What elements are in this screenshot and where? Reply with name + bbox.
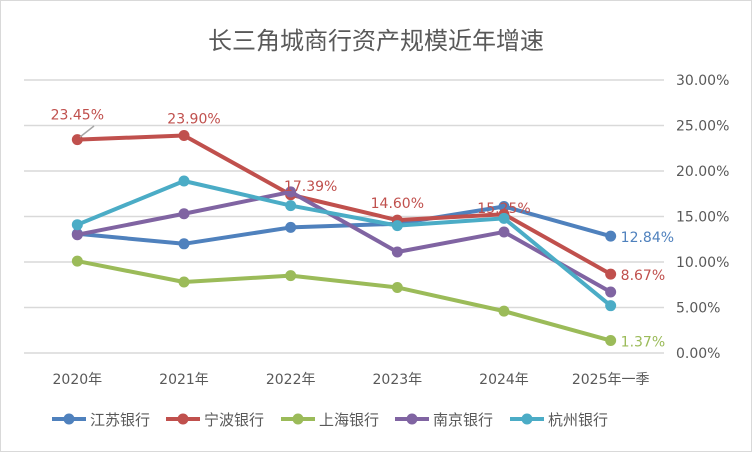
y-tick-label: 5.00%	[676, 301, 720, 317]
data-point	[285, 186, 297, 198]
data-point	[498, 200, 510, 212]
data-point	[391, 281, 403, 293]
data-point	[605, 335, 617, 347]
x-tick-label: 2025年一季	[572, 372, 650, 388]
data-label: 17.39%	[284, 179, 337, 195]
legend-item[interactable]: 上海银行	[281, 411, 379, 429]
data-point	[605, 286, 617, 298]
data-point	[178, 175, 190, 187]
data-label: 1.37%	[621, 335, 665, 351]
data-point	[71, 255, 83, 267]
legend-label: 南京银行	[433, 411, 493, 429]
data-point	[285, 200, 297, 212]
series-2	[71, 255, 617, 347]
data-point	[178, 238, 190, 250]
y-tick-label: 20.00%	[676, 164, 729, 180]
series-line	[77, 133, 612, 276]
y-tick-label: 25.00%	[676, 119, 729, 135]
y-tick-label: 15.00%	[676, 210, 729, 226]
data-point	[285, 270, 297, 282]
data-point	[71, 219, 83, 231]
legend-item[interactable]: 宁波银行	[166, 411, 264, 429]
x-tick-label: 2022年	[266, 372, 316, 388]
legend-marker-icon	[177, 413, 189, 425]
data-point	[178, 208, 190, 220]
series-line	[77, 204, 612, 246]
data-point	[391, 220, 403, 232]
data-label: 12.84%	[621, 230, 674, 246]
data-point	[498, 226, 510, 238]
series-line	[76, 189, 612, 294]
x-tick-label: 2023年	[373, 372, 423, 388]
series-4	[71, 175, 617, 312]
data-point	[498, 212, 510, 224]
data-point	[605, 268, 617, 280]
legend-marker-icon	[406, 413, 418, 425]
y-tick-label: 0.00%	[676, 346, 720, 362]
legend-label: 江苏银行	[90, 411, 150, 429]
data-label: 14.60%	[371, 196, 424, 212]
legend-item[interactable]: 杭州银行	[510, 411, 608, 429]
series-3	[71, 186, 617, 298]
data-point	[605, 230, 617, 242]
legend-marker-icon	[292, 413, 304, 425]
data-point	[71, 229, 83, 241]
data-point	[391, 246, 403, 258]
legend-marker-icon	[521, 413, 533, 425]
x-tick-label: 2020年	[53, 372, 103, 388]
data-point	[178, 130, 190, 142]
data-point	[498, 305, 510, 317]
y-tick-label: 30.00%	[676, 73, 729, 89]
data-point	[178, 276, 190, 288]
data-label: 15.25%	[477, 201, 530, 217]
chart-title: 长三角城商行资产规模近年增速	[208, 27, 544, 55]
legend-label: 上海银行	[319, 411, 379, 429]
legend-marker-icon	[63, 413, 75, 425]
y-tick-label: 10.00%	[676, 255, 729, 271]
legend-label: 宁波银行	[204, 411, 264, 429]
x-tick-label: 2021年	[159, 372, 209, 388]
legend-label: 杭州银行	[548, 411, 608, 429]
data-label: 23.90%	[167, 112, 220, 128]
data-label: 8.67%	[621, 268, 665, 284]
x-tick-label: 2024年	[479, 372, 529, 388]
data-point	[605, 300, 617, 312]
series-line	[76, 259, 612, 343]
series-line	[76, 179, 612, 308]
legend-item[interactable]: 南京银行	[395, 411, 493, 429]
data-label: 23.45%	[51, 108, 104, 124]
data-point	[285, 221, 297, 233]
series-1	[71, 130, 617, 280]
leader-line	[79, 125, 95, 138]
legend-item[interactable]: 江苏银行	[52, 411, 150, 429]
